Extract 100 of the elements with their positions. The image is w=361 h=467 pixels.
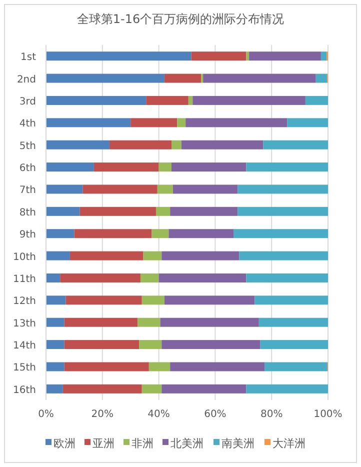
bar: [152, 229, 169, 238]
y-tick-label: 13th: [13, 318, 36, 330]
y-tick-label: 2nd: [16, 74, 36, 86]
bar: [162, 251, 240, 260]
bar: [246, 162, 328, 172]
x-tick-label: 60%: [204, 409, 226, 420]
y-tick-label: 8th: [19, 207, 36, 218]
bar: [62, 384, 142, 394]
bar: [158, 162, 172, 172]
bar: [74, 229, 152, 238]
bar: [203, 74, 316, 83]
bar: [287, 118, 328, 128]
legend-label: 北美洲: [170, 437, 204, 450]
bar: [157, 184, 173, 194]
x-tick-label: 40%: [148, 409, 170, 420]
bar: [46, 140, 110, 150]
y-tick-label: 15th: [13, 362, 36, 374]
bar: [181, 140, 264, 150]
bar: [238, 206, 328, 216]
bar: [156, 206, 170, 216]
bar: [320, 52, 327, 61]
bar: [249, 52, 321, 61]
bar: [246, 52, 250, 61]
bar: [162, 340, 260, 350]
bar: [158, 273, 246, 282]
bar: [192, 96, 306, 105]
bar: [46, 273, 60, 282]
y-tick-label: 4th: [19, 118, 36, 130]
bar: [160, 318, 259, 327]
y-tick-label: 1st: [20, 52, 36, 64]
bar: [191, 52, 246, 61]
bar: [305, 96, 328, 105]
legend-label: 亚洲: [92, 437, 114, 450]
x-tick-label: 20%: [91, 409, 114, 420]
x-tick-label: 100%: [314, 409, 342, 420]
bar: [142, 384, 162, 394]
bar: [66, 296, 142, 305]
bar: [162, 384, 246, 394]
bar: [170, 206, 238, 216]
bar: [263, 140, 328, 150]
bar: [172, 184, 238, 194]
bar: [46, 362, 64, 372]
bar: [170, 362, 265, 372]
bar: [164, 296, 255, 305]
bar: [143, 251, 162, 260]
legend-label: 欧洲: [54, 437, 76, 450]
bar: [46, 318, 64, 327]
legend-label: 南美洲: [222, 437, 254, 450]
y-tick-label: 11th: [13, 274, 36, 285]
bar: [46, 162, 94, 172]
bar: [258, 318, 328, 327]
bar: [139, 340, 162, 350]
bar: [82, 184, 158, 194]
legend-label: 大洋洲: [272, 437, 306, 450]
bar: [148, 362, 170, 372]
bar: [254, 296, 328, 305]
bar: [46, 251, 70, 260]
bar: [46, 118, 131, 128]
y-tick-label: 3rd: [19, 96, 36, 108]
y-tick-label: 12th: [13, 296, 36, 308]
bar: [168, 229, 234, 238]
bar: [239, 251, 328, 260]
bar: [80, 206, 156, 216]
bar: [188, 96, 193, 105]
bar: [46, 74, 164, 83]
y-tick-label: 7th: [19, 185, 36, 196]
bar: [260, 340, 328, 350]
bar: [140, 273, 159, 282]
y-tick-label: 5th: [19, 140, 36, 152]
bar: [246, 384, 328, 394]
bar: [138, 318, 160, 327]
bar: [234, 229, 328, 238]
bar: [171, 162, 246, 172]
bar: [246, 273, 328, 282]
legend-label: 非洲: [132, 437, 154, 450]
bar: [46, 184, 83, 194]
x-tick-label: 0%: [38, 409, 54, 420]
bar: [70, 251, 144, 260]
y-tick-label: 14th: [13, 340, 36, 352]
y-tick-label: 10th: [13, 252, 36, 263]
bar: [177, 118, 186, 128]
y-tick-label: 6th: [19, 163, 36, 174]
chart-title: 全球第1-16个百万病例的洲际分布情况: [76, 12, 284, 26]
bar: [171, 140, 182, 150]
bar: [46, 96, 146, 105]
bar: [130, 118, 178, 128]
bar: [238, 184, 328, 194]
bar: [46, 206, 80, 216]
x-tick-label: 80%: [260, 409, 283, 420]
bar: [46, 384, 63, 394]
bar: [264, 362, 328, 372]
bar: [46, 229, 74, 238]
bar: [64, 318, 138, 327]
y-tick-label: 9th: [19, 230, 36, 241]
bar: [186, 118, 288, 128]
bar: [46, 340, 64, 350]
bar: [109, 140, 172, 150]
bar: [316, 74, 328, 83]
bar: [46, 296, 66, 305]
bar: [60, 273, 140, 282]
